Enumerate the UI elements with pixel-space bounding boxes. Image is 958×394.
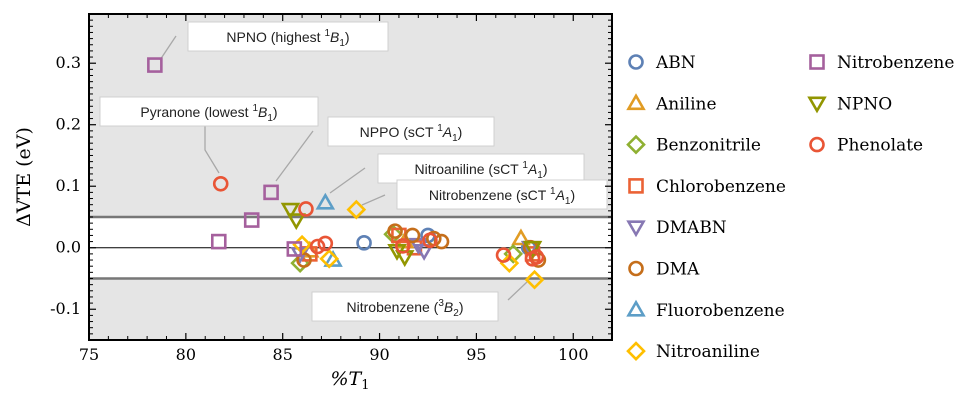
legend-item-dmabn: DMABN [629,218,727,238]
x-tick-label: 90 [369,345,389,364]
legend-marker [629,302,644,315]
x-tick-label: 75 [79,345,99,364]
legend-label: Fluorobenzene [656,301,785,321]
legend-label: Nitrobenzene [837,53,954,73]
legend-item-npno: NPNO [810,94,893,114]
legend-label: NPNO [837,94,892,114]
legend-marker [811,138,824,151]
legend-marker [811,56,824,69]
legend-label: Phenolate [837,136,923,156]
y-tick-label: 0.1 [56,176,81,195]
x-tick-label: 100 [558,345,589,364]
legend-item-abn: ABN [630,53,696,73]
legend-marker [629,222,644,235]
y-axis-title: ΔVTE (eV) [13,127,35,227]
x-tick-label: 80 [176,345,196,364]
legend-label: Nitroaniline [656,342,760,362]
legend-label: Aniline [655,94,717,114]
y-tick-label: 0.3 [56,53,81,72]
x-tick-label: 95 [466,345,486,364]
legend-item-nitrobenzene: Nitrobenzene [811,53,955,73]
legend-marker [810,98,825,111]
x-axis-title: %T1 [330,368,369,393]
legend-label: DMA [656,260,700,280]
legend-item-dma: DMA [630,260,701,280]
legend-label: Benzonitrile [656,136,761,156]
legend-marker [629,96,644,109]
legend-label: DMABN [656,218,727,238]
y-tick-label: -0.1 [50,299,81,318]
legend-marker [630,56,643,69]
legend-marker [628,343,644,359]
legend-item-phenolate: Phenolate [811,136,924,156]
legend-item-benzonitrile: Benzonitrile [628,136,761,156]
legend-item-chlorobenzene: Chlorobenzene [630,177,786,197]
legend-label: Chlorobenzene [656,177,786,197]
legend-item-aniline: Aniline [629,94,717,114]
legend-item-nitroaniline: Nitroaniline [628,342,760,362]
legend-label: ABN [655,53,696,73]
legend-marker [628,137,644,153]
legend-marker [630,262,643,275]
legend-item-fluorobenzene: Fluorobenzene [629,301,785,321]
legend: ABN Aniline Benzonitrile Chlorobenzene DMABN… [628,53,954,362]
x-tick-label: 85 [273,345,293,364]
y-tick-label: 0.2 [56,115,81,134]
y-tick-label: 0.0 [56,238,81,257]
legend-marker [630,179,643,192]
